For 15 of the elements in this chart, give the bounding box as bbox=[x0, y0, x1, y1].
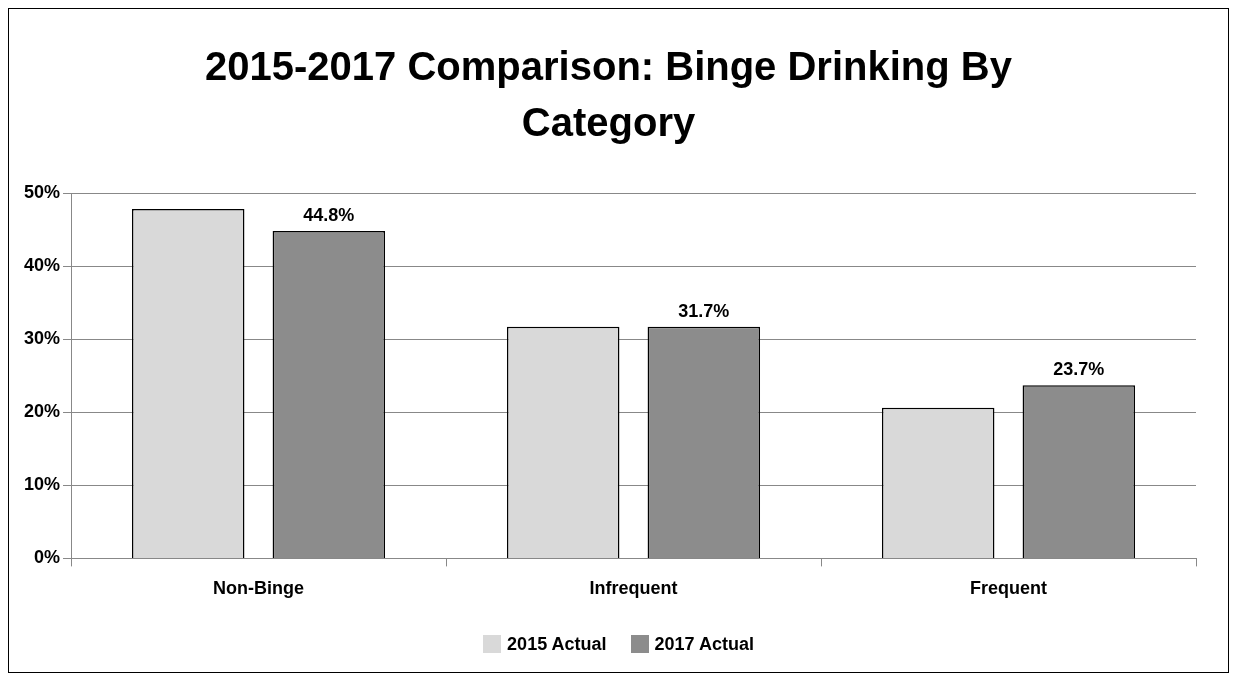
data-label: 44.8% bbox=[303, 204, 355, 225]
y-tick-label: 50% bbox=[24, 181, 61, 202]
legend-label: 2015 Actual bbox=[507, 633, 607, 655]
x-tick-label: Non-Binge bbox=[213, 578, 305, 599]
y-tick-label: 10% bbox=[24, 474, 61, 495]
y-tick-label: 40% bbox=[24, 255, 61, 276]
data-label: 31.7% bbox=[678, 300, 730, 321]
y-tick-label: 20% bbox=[24, 401, 61, 422]
x-tick-label: Frequent bbox=[970, 578, 1048, 599]
chart-title: 2015-2017 Comparison: Binge Drinking By Category bbox=[205, 44, 1013, 145]
y-tick-label: 0% bbox=[34, 547, 61, 568]
legend-label: 2017 Actual bbox=[654, 633, 754, 655]
y-tick-label: 30% bbox=[24, 328, 61, 349]
data-label: 23.7% bbox=[1053, 359, 1105, 380]
x-tick-label: Infrequent bbox=[589, 578, 678, 599]
